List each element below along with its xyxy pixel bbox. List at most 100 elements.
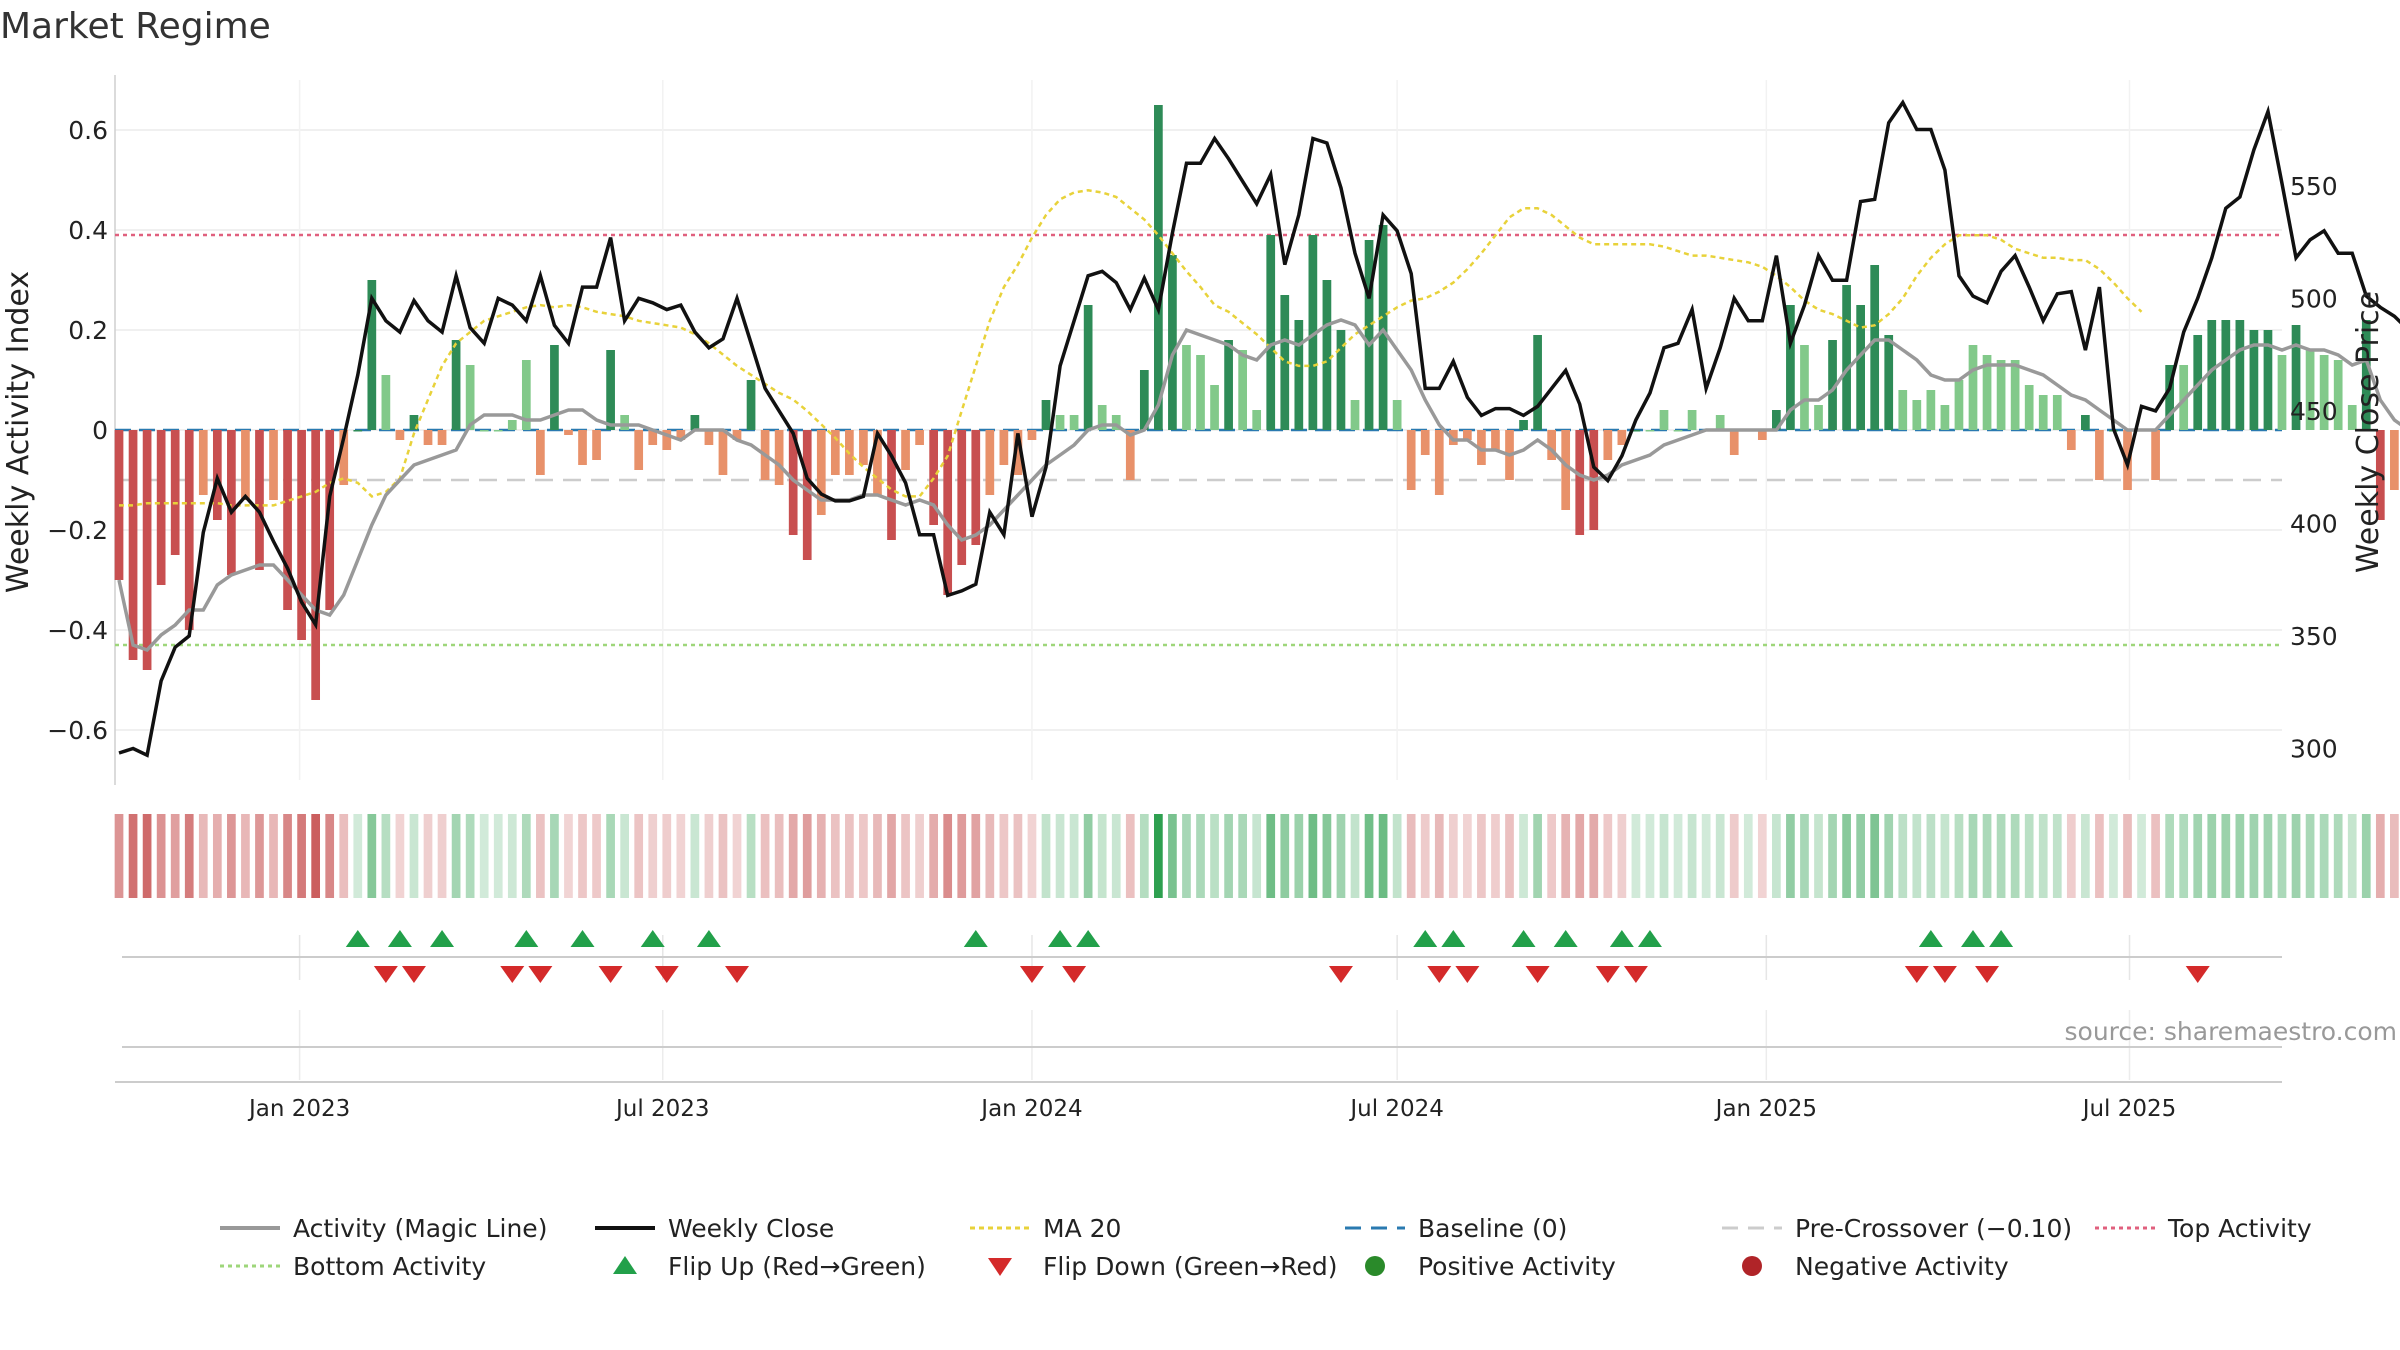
- regime-strip-cell: [1575, 814, 1585, 898]
- activity-bar: [479, 430, 489, 432]
- axes: [114, 75, 2282, 1083]
- flip-down-marker: [598, 966, 623, 983]
- activity-bar: [241, 430, 250, 500]
- regime-strip-cell: [1154, 814, 1163, 898]
- activity-bar: [1364, 240, 1374, 430]
- activity-bar: [648, 430, 658, 445]
- regime-strip-cell: [1884, 814, 1894, 898]
- regime-strip-cell: [1111, 814, 1121, 898]
- legend-label: Baseline (0): [1418, 1214, 1567, 1243]
- regime-strip-cell: [2319, 814, 2329, 898]
- flip-down-marker: [1019, 966, 1044, 983]
- regime-strip-cell: [325, 814, 335, 898]
- activity-bar: [2151, 430, 2160, 480]
- regime-strip-cell: [1870, 814, 1880, 898]
- activity-bar: [1954, 380, 1964, 430]
- regime-strip-cell: [845, 814, 854, 898]
- regime-strip-cell: [283, 814, 292, 898]
- activity-bar: [297, 430, 306, 640]
- ma20-line: [119, 189, 2143, 507]
- regime-strip-cell: [1083, 814, 1093, 898]
- regime-strip-cell: [2109, 814, 2118, 898]
- legend-label: Activity (Magic Line): [293, 1214, 547, 1243]
- regime-strip-cell: [873, 814, 882, 898]
- activity-bar: [1350, 400, 1360, 430]
- y-tick-label: −0.6: [47, 716, 108, 745]
- legend-label: MA 20: [1043, 1214, 1121, 1243]
- activity-bar: [788, 430, 798, 535]
- regime-strip-cell: [1069, 814, 1079, 898]
- regime-strip-cell: [1392, 814, 1402, 898]
- activity-bar: [170, 430, 180, 555]
- regime-strip-cell: [1800, 814, 1809, 898]
- regime-strip-cell: [620, 814, 630, 898]
- flip-up-marker: [1076, 930, 1101, 947]
- regime-strip-cell: [1631, 814, 1641, 898]
- regime-strip-cell: [241, 814, 250, 898]
- activity-bar: [2052, 395, 2062, 430]
- regime-strip-cell: [409, 814, 419, 898]
- activity-bar: [1336, 330, 1346, 430]
- regime-strip-cell: [1308, 814, 1318, 898]
- regime-strip-cell: [1828, 814, 1837, 898]
- regime-strip-cell: [2010, 814, 2020, 898]
- activity-bar: [873, 430, 882, 495]
- regime-strip-cell: [128, 814, 138, 898]
- activity-bar: [493, 430, 503, 432]
- regime-strip-cell: [901, 814, 910, 898]
- flip-down-marker: [1623, 966, 1648, 983]
- activity-bar: [521, 360, 531, 430]
- activity-bar: [859, 430, 868, 465]
- regime-strip-cell: [929, 814, 938, 898]
- regime-strip-cell: [816, 814, 826, 898]
- regime-strip-cell: [1294, 814, 1304, 898]
- activity-bar: [339, 430, 349, 485]
- regime-strip-cell: [2221, 814, 2231, 898]
- regime-strip-cell: [1097, 814, 1107, 898]
- activity-bar: [1097, 405, 1107, 430]
- regime-strip-cell: [1463, 814, 1472, 898]
- activity-bar: [325, 430, 335, 610]
- legend-item: Flip Up (Red→Green): [613, 1252, 926, 1281]
- activity-bar: [1154, 105, 1163, 430]
- legend-label: Top Activity: [2167, 1214, 2312, 1243]
- regime-strip-cell: [212, 814, 222, 898]
- flip-up-marker: [1048, 930, 1073, 947]
- legend-label: Pre-Crossover (−0.10): [1795, 1214, 2072, 1243]
- activity-bar: [255, 430, 264, 570]
- regime-strip-cell: [395, 814, 405, 898]
- flip-down-marker: [1904, 966, 1929, 983]
- regime-strip-cell: [1168, 814, 1177, 898]
- legend-label: Bottom Activity: [293, 1252, 486, 1281]
- regime-strip-cell: [1041, 814, 1051, 898]
- activity-bar: [1294, 320, 1304, 430]
- regime-strip-cell: [437, 814, 447, 898]
- activity-bar: [2221, 320, 2231, 430]
- activity-bar: [1800, 345, 1809, 430]
- regime-strip-cell: [1715, 814, 1725, 898]
- regime-strip-cell: [423, 814, 433, 898]
- regime-strip-cell: [142, 814, 152, 898]
- activity-bar: [1083, 305, 1093, 430]
- regime-strip-cell: [1238, 814, 1247, 898]
- regime-strip-cell: [760, 814, 770, 898]
- legend-item: Negative Activity: [1742, 1252, 2009, 1281]
- activity-bar: [156, 430, 166, 585]
- activity-bar: [311, 430, 321, 700]
- regime-strip-cell: [353, 814, 363, 898]
- regime-strip-cell: [1603, 814, 1613, 898]
- flip-up-marker: [963, 930, 988, 947]
- flip-up-marker: [514, 930, 539, 947]
- activity-bar: [2066, 430, 2076, 450]
- regime-strip-cell: [311, 814, 321, 898]
- activity-bar: [1659, 410, 1669, 430]
- legend-swatch: [988, 1258, 1012, 1276]
- regime-strip-cell: [985, 814, 995, 898]
- regime-strip-cell: [1729, 814, 1739, 898]
- x-tick-label: Jan 2023: [247, 1096, 350, 1122]
- activity-bar: [2235, 320, 2245, 430]
- activity-bar: [985, 430, 995, 495]
- activity-bar: [564, 430, 573, 435]
- legend-label: Negative Activity: [1795, 1252, 2009, 1281]
- regime-strip-cell: [227, 814, 236, 898]
